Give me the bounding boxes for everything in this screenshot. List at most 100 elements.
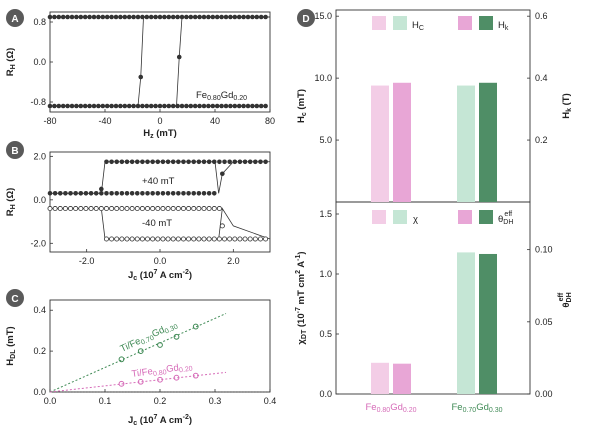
a-point-top-3 [60, 14, 66, 20]
c-point-1-0 [118, 380, 125, 387]
b-neg-point-23 [165, 236, 171, 242]
d-top-left-ytick-label-2: 15.0 [314, 11, 332, 21]
a-point-bottom-26 [162, 103, 167, 109]
a-point-bottom-32 [188, 103, 194, 109]
b-pos-lower-30 [201, 191, 207, 196]
b-neg-point-26 [180, 236, 186, 242]
legend-hc-swatch-green [393, 16, 407, 30]
legend-hk-swatch-pink [458, 16, 472, 30]
b-pos-point-26 [181, 159, 186, 165]
b-ytick-label-0: -2.0 [30, 238, 46, 248]
c-fit-0 [49, 313, 227, 393]
a-point-bottom-3 [60, 103, 66, 109]
panel-c-ticks: 0.0 0.1 0.2 0.3 0.4 0.0 0.2 0.4 [33, 305, 276, 406]
b-pos-point-12 [109, 159, 114, 165]
b-pos-lower-29 [196, 191, 202, 196]
b-neg-point-38 [242, 236, 248, 242]
a-point-bottom-15 [113, 103, 119, 109]
a-point-top-27 [166, 14, 172, 20]
b-neg-point-34 [222, 236, 228, 242]
b-neg-point-20 [150, 236, 156, 242]
a-point-bottom-8 [82, 103, 88, 109]
a-point-bottom-36 [206, 103, 211, 109]
legend-hc-swatch-pink [372, 16, 386, 30]
panel-a-ticks: -80 -40 0 40 80 -0.8 0.0 0.8 [30, 17, 275, 126]
b-pos-point-24 [170, 159, 176, 165]
b-neg-point-16 [129, 236, 135, 242]
b-pos-point-38 [242, 159, 248, 165]
legend-theta-swatch-green [479, 210, 493, 224]
c-xtick-label-4: 0.4 [264, 396, 277, 406]
panel-d-legend-top: HC Hk [372, 16, 509, 32]
b-neg-point-14 [119, 236, 125, 242]
a-xtick-label-4: 80 [265, 116, 275, 126]
a-ytick-label-2: 0.8 [33, 17, 46, 27]
b-pos-lower-32 [211, 191, 217, 196]
b-pos-point-33 [217, 159, 222, 165]
b-pos-lower-18 [140, 191, 145, 196]
b-pos-point-42 [263, 159, 268, 165]
b-neg-upper-13 [114, 206, 120, 212]
b-xtick-label-0: -2.0 [79, 256, 95, 266]
b-neg-upper-17 [134, 206, 140, 212]
b-pos-point-4 [68, 191, 73, 196]
d-bot-chi-bar-0 [371, 362, 389, 394]
b-pos-lower-28 [191, 191, 197, 196]
b-neg-point-11 [103, 236, 109, 242]
a-point-bottom-6 [74, 103, 79, 109]
a-switch-point-1-14 [176, 54, 182, 60]
legend-hk-label: Hk [498, 20, 509, 32]
a-point-bottom-35 [201, 103, 207, 109]
b-pos-point-25 [176, 159, 181, 165]
b-pos-point-30 [201, 159, 207, 165]
b-neg-point-1 [52, 206, 58, 212]
c-ytick-label-1: 0.2 [33, 346, 46, 356]
a-point-top-39 [219, 14, 224, 20]
a-point-top-15 [113, 14, 119, 20]
b-neg-point-5 [73, 206, 79, 212]
panel-c-label-b: Ti/Fe0.80Gd0.20 [131, 361, 193, 381]
b-pos-point-40 [253, 159, 258, 165]
a-point-bottom-30 [179, 103, 185, 109]
b-pos-point-14 [119, 159, 125, 165]
b-neg-upper-21 [155, 206, 161, 212]
a-point-bottom-46 [250, 103, 255, 109]
b-neg-point-39 [247, 236, 253, 242]
d-top-right-ytick-label-2: 0.6 [535, 11, 548, 21]
a-point-top-34 [197, 14, 202, 20]
b-neg-upper-14 [119, 206, 125, 212]
b-pos-point-27 [186, 159, 191, 165]
panel-d-bars [371, 82, 497, 394]
b-neg-point-40 [252, 236, 258, 242]
b-neg-point-10 [98, 206, 104, 212]
c-xtick-label-1: 0.1 [99, 396, 112, 406]
a-point-top-48 [258, 14, 264, 20]
c-xtick-label-2: 0.2 [154, 396, 167, 406]
panel-c: C 0.0 0.1 0.2 0.3 0.4 0.0 0.2 0.4 Ti/Fe0.70Gd0.… [5, 289, 276, 427]
b-pos-point-2 [57, 191, 63, 196]
b-pos-switch [220, 171, 225, 177]
b-pos-lower-12 [109, 191, 114, 196]
b-ytick-label-2: 2.0 [33, 151, 46, 161]
legend-theta-swatch-pink [458, 210, 472, 224]
panel-d-cat2-label: Fe0.70Gd0.30 [451, 402, 502, 414]
d-bot-right-ytick-label-0: 0.00 [535, 389, 553, 399]
d-bot-left-ytick-label-2: 1.0 [319, 269, 332, 279]
b-neg-point-24 [170, 236, 176, 242]
panel-d-bottom-ylabel-right: θDHeff [558, 292, 573, 307]
a-point-top-23 [148, 14, 154, 20]
d-top-hc-bar-1 [457, 85, 475, 202]
a-point-bottom-44 [241, 103, 246, 109]
a-point-bottom-11 [96, 103, 101, 109]
b-neg-upper-33 [216, 206, 222, 212]
a-point-top-20 [135, 14, 141, 20]
b-pos-point-0 [47, 191, 53, 196]
legend-chi-swatch-green [393, 210, 407, 224]
a-point-top-9 [87, 14, 92, 20]
b-neg-point-19 [145, 236, 151, 242]
d-bot-chi-bar-1 [457, 252, 475, 394]
panel-c-data [49, 313, 270, 393]
a-point-bottom-38 [214, 103, 220, 109]
d-top-hc-bar-0 [371, 85, 389, 202]
